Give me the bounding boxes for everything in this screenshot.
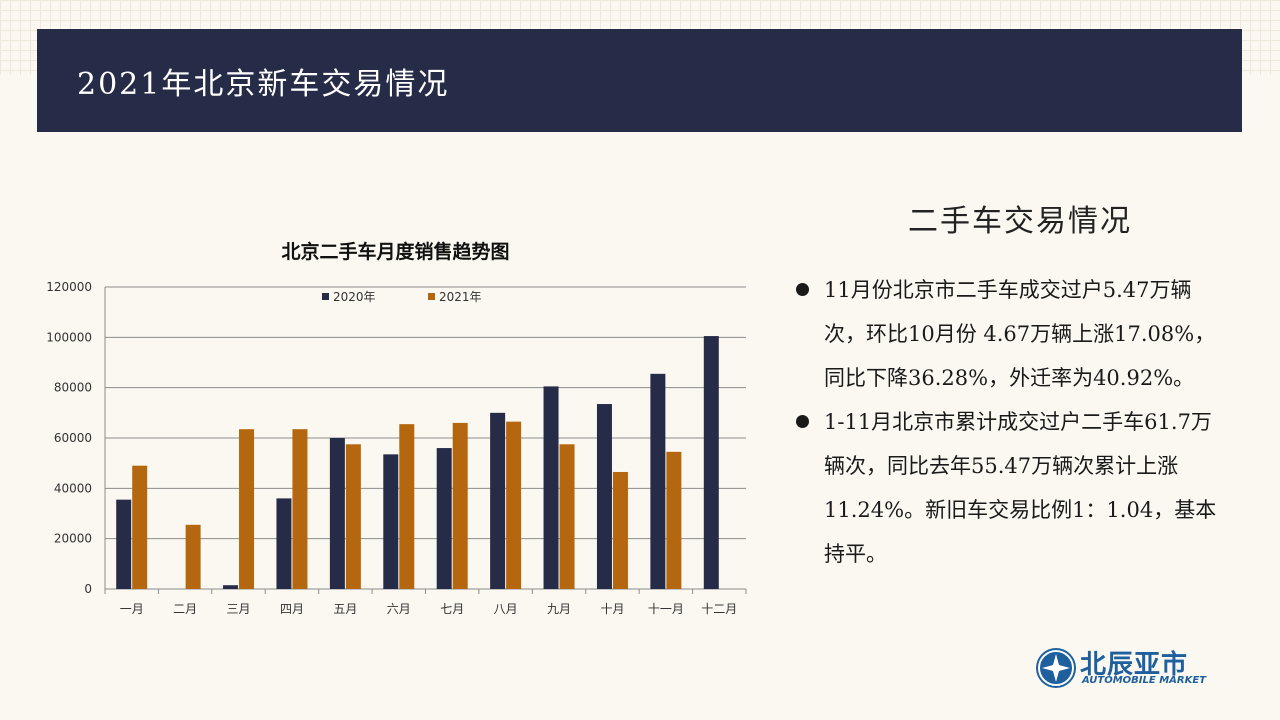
bar-2020年-八月 bbox=[490, 412, 506, 589]
bar-2021年-三月 bbox=[239, 429, 255, 589]
bar-2021年-四月 bbox=[292, 429, 308, 589]
x-tick-label: 七月 bbox=[440, 602, 464, 616]
y-tick-label: 80000 bbox=[54, 381, 92, 395]
legend-swatch bbox=[322, 293, 329, 300]
bullet-text: 11月份北京市二手车成交过户5.47万辆次，环比10月份 4.67万辆上涨17.… bbox=[824, 278, 1216, 390]
x-tick-label: 四月 bbox=[280, 602, 304, 616]
x-tick-label: 十月 bbox=[600, 602, 624, 616]
bullet-dot-icon bbox=[796, 415, 809, 428]
legend-label: 2021年 bbox=[439, 290, 482, 304]
bar-2021年-六月 bbox=[399, 424, 415, 589]
company-logo: 北辰亚市 AUTOMOBILE MARKET bbox=[1036, 648, 1216, 692]
bar-2020年-九月 bbox=[543, 386, 559, 589]
y-tick-label: 120000 bbox=[46, 280, 92, 294]
bar-2021年-七月 bbox=[452, 422, 468, 589]
x-tick-label: 十一月 bbox=[648, 602, 684, 616]
bar-2021年-十月 bbox=[612, 471, 628, 589]
y-tick-label: 0 bbox=[84, 582, 92, 596]
legend-label: 2020年 bbox=[333, 290, 376, 304]
logo-name-en: AUTOMOBILE MARKET bbox=[1082, 675, 1207, 686]
header-bar: 2021年北京新车交易情况 bbox=[37, 29, 1242, 132]
chart-title: 北京二手车月度销售趋势图 bbox=[281, 240, 509, 263]
bar-2021年-二月 bbox=[185, 524, 201, 589]
bar-2021年-十一月 bbox=[666, 451, 682, 589]
logo-mark-icon bbox=[1036, 648, 1076, 688]
page-title: 2021年北京新车交易情况 bbox=[77, 67, 450, 102]
bar-2020年-十月 bbox=[596, 404, 612, 589]
x-tick-label: 六月 bbox=[387, 602, 411, 616]
x-tick-label: 五月 bbox=[333, 602, 357, 616]
bar-2020年-十二月 bbox=[703, 336, 719, 589]
bar-2020年-七月 bbox=[436, 448, 452, 589]
x-tick-label: 二月 bbox=[173, 602, 197, 616]
x-tick-label: 十二月 bbox=[701, 602, 737, 616]
bullet-text: 1-11月北京市累计成交过户二手车61.7万辆次，同比去年55.47万辆次累计上… bbox=[824, 410, 1217, 566]
x-tick-label: 三月 bbox=[227, 602, 251, 616]
bar-2020年-五月 bbox=[329, 438, 345, 589]
sales-chart: 北京二手车月度销售趋势图 0 20000 40000 60000 80000 100000 1… bbox=[30, 230, 760, 630]
legend-swatch bbox=[428, 293, 435, 300]
bar-2020年-三月 bbox=[223, 585, 239, 589]
bar-2021年-五月 bbox=[345, 444, 361, 589]
x-tick-label: 九月 bbox=[547, 602, 571, 616]
bullet-list: 11月份北京市二手车成交过户5.47万辆次，环比10月份 4.67万辆上涨17.… bbox=[794, 268, 1224, 576]
bullet-dot-icon bbox=[796, 283, 809, 296]
bullet-item: 1-11月北京市累计成交过户二手车61.7万辆次，同比去年55.47万辆次累计上… bbox=[794, 400, 1224, 576]
y-tick-label: 20000 bbox=[54, 532, 92, 546]
x-tick-label: 八月 bbox=[494, 602, 518, 616]
bar-2020年-十一月 bbox=[650, 373, 666, 589]
bar-2021年-一月 bbox=[132, 465, 148, 589]
bullet-item: 11月份北京市二手车成交过户5.47万辆次，环比10月份 4.67万辆上涨17.… bbox=[794, 268, 1224, 400]
x-tick-label: 一月 bbox=[120, 602, 144, 616]
y-tick-label: 40000 bbox=[54, 481, 92, 495]
bar-2021年-九月 bbox=[559, 444, 575, 589]
bar-2020年-六月 bbox=[383, 454, 399, 589]
chart-svg: 北京二手车月度销售趋势图 0 20000 40000 60000 80000 100000 1… bbox=[46, 240, 747, 616]
bar-2020年-四月 bbox=[276, 498, 292, 589]
logo-name-cn: 北辰亚市 bbox=[1080, 650, 1189, 680]
bar-2021年-八月 bbox=[506, 421, 522, 589]
y-tick-label: 60000 bbox=[54, 431, 92, 445]
bar-2020年-一月 bbox=[116, 499, 132, 589]
y-tick-label: 100000 bbox=[46, 330, 92, 344]
section-title: 二手车交易情况 bbox=[908, 204, 1132, 239]
